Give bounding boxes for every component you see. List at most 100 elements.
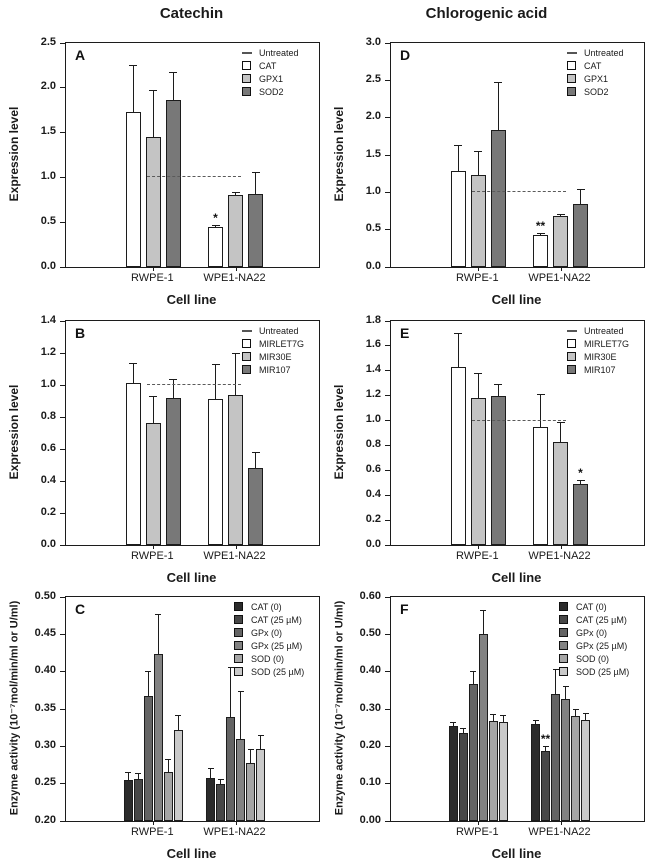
y-tick-mark: [60, 820, 65, 822]
y-tick-mark: [60, 266, 65, 268]
legend-label: Untreated: [584, 47, 624, 58]
bar-cat-wpe1-na22: [208, 226, 223, 267]
legend: Untreated MIRLET7G MIR30E MIR107: [567, 324, 640, 376]
bar-mir30e-rwpe-1: [145, 423, 161, 545]
bar-cat-rwpe-1: [125, 111, 141, 267]
y-tick-mark: [385, 266, 390, 268]
legend-entry-sod2: SOD2: [242, 85, 315, 98]
plot-area-A: A * Untreated CAT GPX1 SOD2: [60, 42, 320, 271]
plot-area-E: E * Untreated MIRLET7G MIR30E MIR107: [385, 320, 645, 549]
error-bar-cat-0-wpe1-na22: [532, 719, 539, 725]
plot-area-D: D ** Untreated CAT GPX1 SOD2: [385, 42, 645, 271]
legend-label: CAT (0): [251, 601, 282, 612]
error-bar-cat-wpe1-na22: [536, 232, 545, 235]
legend-swatch-icon: [559, 628, 568, 637]
y-tick-mark: [60, 633, 65, 635]
error-bar-stem: [215, 224, 216, 227]
y-tick-mark: [385, 469, 390, 471]
y-tick-label: 0.35: [34, 701, 56, 714]
y-tick-mark: [385, 544, 390, 546]
error-bar-stem: [580, 189, 581, 205]
bar-gpx-0-rwpe-1: [143, 696, 153, 821]
x-tick-mark: [235, 545, 237, 549]
y-tick-label: 0.20: [359, 738, 381, 751]
error-bar-gpx1-wpe1-na22: [231, 191, 240, 196]
legend-label: CAT (0): [576, 601, 607, 612]
error-bar-sod2-rwpe-1: [169, 71, 178, 101]
error-bar-stem: [555, 669, 556, 695]
legend-swatch-icon: [567, 87, 576, 96]
error-bar-cat-0-rwpe-1: [450, 722, 457, 726]
error-bar-stem: [147, 670, 149, 697]
error-bar-cat-0-wpe1-na22: [207, 767, 214, 778]
legend-swatch-icon: [234, 628, 243, 637]
bar-cat-25-m-wpe1-na22: [541, 750, 550, 821]
legend-label: MIRLET7G: [584, 338, 630, 349]
bar-sod2-wpe1-na22: [248, 193, 263, 267]
legend-swatch-icon: [242, 352, 251, 361]
untreated-reference-line: [471, 419, 566, 421]
error-bar-gpx-0-rwpe-1: [145, 670, 152, 697]
legend-entry-sod-25-m: SOD (25 µM): [559, 665, 640, 678]
error-bar-gpx-25-m-wpe1-na22: [237, 691, 244, 739]
x-category-label-wpe1-na22: WPE1-NA22: [203, 550, 266, 562]
legend-swatch-icon: [242, 365, 251, 374]
dash-line-icon: [567, 329, 577, 332]
legend-swatch-icon: [234, 654, 243, 663]
significance-marker: **: [540, 732, 551, 747]
bar-gpx-25-m-wpe1-na22: [561, 698, 570, 821]
y-tick-label: 0.40: [34, 664, 56, 677]
y-tick-mark: [60, 596, 65, 598]
y-tick-mark: [60, 352, 65, 354]
error-bar-gpx-0-rwpe-1: [470, 670, 477, 684]
error-bar-stem: [457, 333, 459, 368]
bar-sod-25-m-wpe1-na22: [256, 748, 265, 821]
y-tick-mark: [385, 345, 390, 347]
legend-entry-cat-0: CAT (0): [559, 600, 640, 613]
legend-entry-mirlet7g: MIRLET7G: [242, 337, 315, 350]
error-bar-mir30e-rwpe-1: [149, 396, 158, 424]
x-category-label-rwpe-1: RWPE-1: [130, 826, 174, 838]
legend-entry-mir30e: MIR30E: [567, 350, 640, 363]
error-bar-stem: [452, 722, 454, 726]
legend-swatch-icon: [567, 365, 576, 374]
y-tick-mark: [385, 494, 390, 496]
bar-sod-0-wpe1-na22: [571, 716, 580, 821]
error-bar-stem: [545, 746, 546, 751]
bar-cat-25-m-rwpe-1: [133, 779, 143, 821]
bar-mirlet7g-wpe1-na22: [533, 426, 548, 545]
y-axis-title: Expression level: [7, 106, 21, 202]
legend: Untreated MIRLET7G MIR30E MIR107: [242, 324, 315, 376]
legend-entry-cat-0: CAT (0): [234, 600, 315, 613]
bar-gpx-0-rwpe-1: [468, 683, 478, 821]
y-tick-label: 1.0: [40, 169, 56, 182]
legend-entry-cat: CAT: [567, 59, 640, 72]
legend-swatch-icon: [559, 602, 568, 611]
y-tick-label: 1.4: [365, 363, 381, 376]
y-tick-mark: [385, 42, 390, 44]
untreated-reference-line: [471, 191, 566, 193]
y-axis-title: Expression level: [7, 384, 21, 480]
y-tick-label: 0.0: [40, 259, 56, 272]
error-bar-stem: [255, 452, 256, 469]
panel-letter-A: A: [75, 47, 86, 63]
legend-swatch-icon: [559, 641, 568, 650]
error-bar-stem: [152, 396, 154, 424]
x-category-label-wpe1-na22: WPE1-NA22: [528, 272, 591, 284]
error-bar-gpx1-rwpe-1: [474, 151, 483, 176]
legend-entry-sod2: SOD2: [567, 85, 640, 98]
y-tick-mark: [385, 117, 390, 119]
y-tick-mark: [60, 745, 65, 747]
error-bar-stem: [255, 172, 256, 194]
bar-cat-0-rwpe-1: [448, 725, 458, 821]
y-tick-mark: [60, 384, 65, 386]
bar-gpx-25-m-rwpe-1: [153, 654, 163, 821]
x-tick-mark: [153, 545, 155, 549]
y-axis-title: Enzyme activity (10⁻⁷mol/min/ml or U/ml): [8, 600, 21, 816]
y-tick-label: 0.30: [34, 738, 56, 751]
legend-entry-sod-0: SOD (0): [234, 652, 315, 665]
legend-label: MIRLET7G: [259, 338, 305, 349]
error-bar-stem: [580, 480, 581, 484]
error-bar-cat-25-m-wpe1-na22: [542, 746, 549, 751]
y-tick-mark: [60, 176, 65, 178]
